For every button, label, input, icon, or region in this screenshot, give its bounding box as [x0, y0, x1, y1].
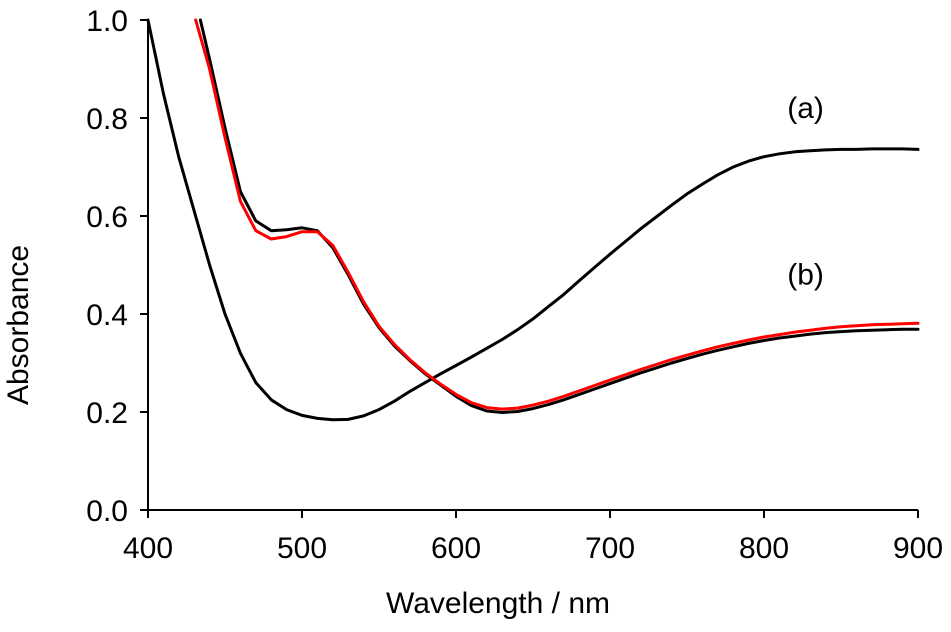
axes [147, 20, 918, 511]
series-line-2 [198, 18, 920, 414]
y-tick-label: 0.8 [86, 103, 128, 136]
x-ticks: 400 500 600 700 800 900 [123, 510, 943, 565]
y-tick-label: 0.4 [86, 299, 128, 332]
annotations: (a) (b) [787, 92, 824, 292]
x-tick-label: 700 [585, 532, 635, 565]
y-tick-label: 0.0 [86, 495, 128, 528]
annotation-label: (b) [787, 259, 824, 292]
series-line-3 [194, 18, 920, 411]
x-tick-label: 400 [123, 532, 173, 565]
annotation-label: (a) [787, 92, 824, 125]
y-ticks: 0.0 0.2 0.4 0.6 0.8 1.0 [86, 5, 148, 528]
x-tick-label: 800 [739, 532, 789, 565]
y-tick-label: 0.6 [86, 201, 128, 234]
x-tick-label: 900 [893, 532, 943, 565]
x-tick-label: 500 [277, 532, 327, 565]
series-line-1 [146, 18, 920, 422]
y-tick-label: 1.0 [86, 5, 128, 38]
y-axis-title: Absorbance [2, 245, 35, 405]
series-lines [146, 18, 920, 422]
y-tick-label: 0.2 [86, 397, 128, 430]
x-tick-label: 600 [431, 532, 481, 565]
x-axis-title: Wavelength / nm [386, 587, 610, 620]
